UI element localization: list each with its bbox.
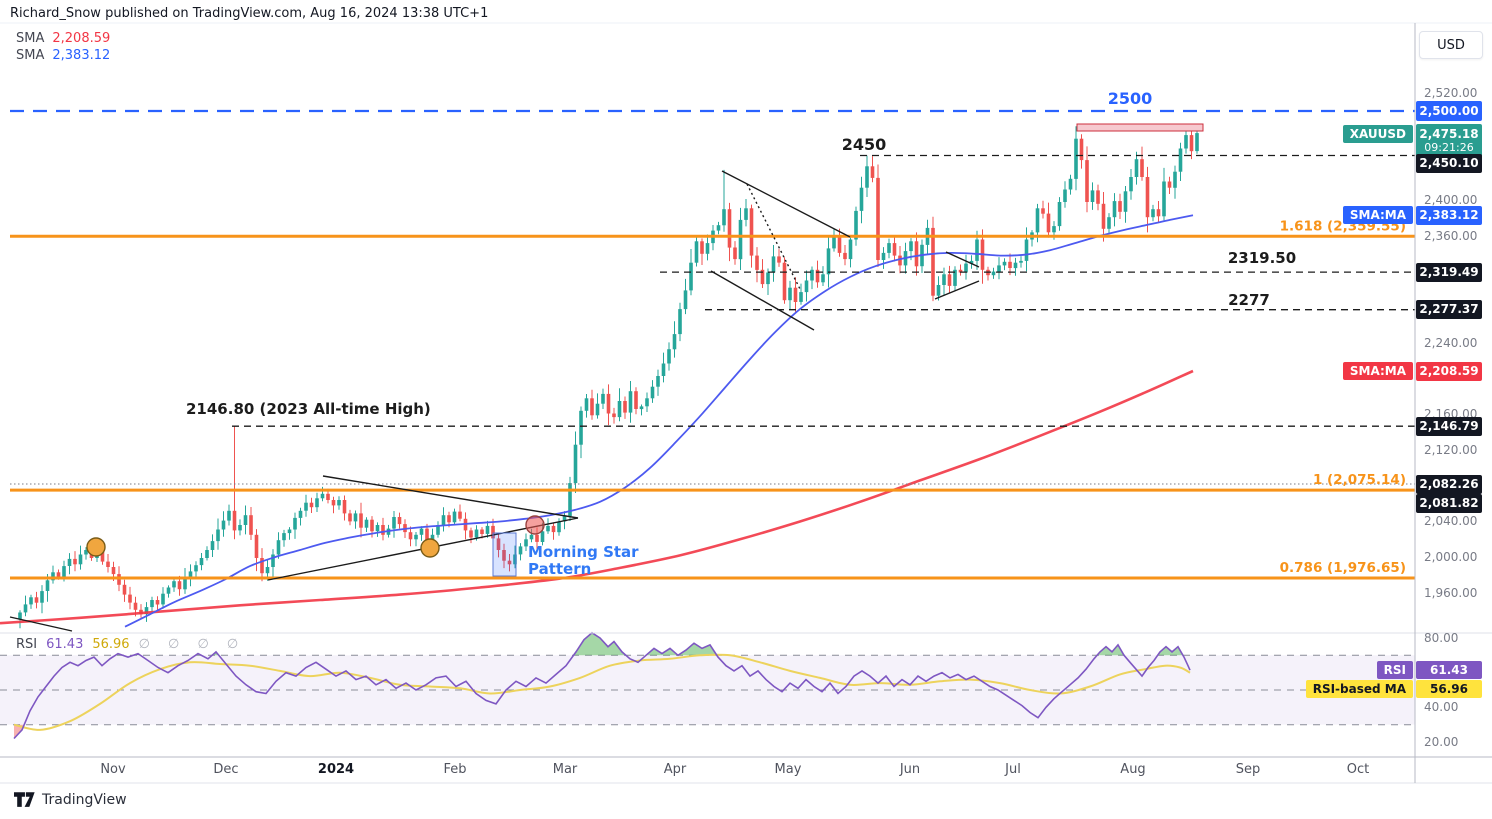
annotation-text: 2500	[1108, 89, 1153, 108]
sma-200-value: 2,208.59	[52, 31, 111, 46]
price-axis-label: 2,400.00	[1424, 193, 1478, 207]
time-axis[interactable]: Nov Dec 2024 Feb Mar Apr May Jun Jul Aug Sep Oct	[0, 757, 1415, 783]
time-axis-label: Jul	[1005, 762, 1021, 777]
price-axis-label: 1,960.00	[1424, 586, 1478, 600]
circle-marker	[86, 537, 106, 557]
time-axis-label: Sep	[1235, 762, 1261, 777]
trendline	[945, 251, 980, 268]
time-axis-label: Mar	[552, 762, 578, 777]
price-axis-label: 2,520.00	[1424, 86, 1478, 100]
price-axis-badge: 2,500.00	[1416, 101, 1482, 121]
circle-marker	[420, 538, 440, 558]
moving-averages-layer	[0, 214, 1194, 628]
fib-levels-layer[interactable]: 1.618 (2,359.55)1 (2,075.14)0.786 (1,976…	[10, 218, 1415, 580]
time-axis-label: 2024	[317, 762, 355, 777]
annotation-text: Pattern	[528, 560, 591, 578]
watermark-label: TradingView	[42, 792, 127, 808]
pane-separators	[0, 22, 1492, 784]
sma-label: SMA	[16, 31, 45, 46]
time-axis-label: Jun	[899, 762, 921, 777]
rsi-ma-value: 56.96	[92, 637, 130, 652]
indicator-legend: SMA 2,208.59 SMA 2,383.12	[16, 30, 110, 64]
price-axis-badge: 2,082.26	[1416, 475, 1482, 494]
price-axis-label: 2,040.00	[1424, 514, 1478, 528]
rsi-axis-label: 80.00	[1424, 631, 1459, 645]
annotation-text: 2450	[842, 135, 887, 154]
price-axis-badge: 2,146.79	[1416, 417, 1482, 436]
trendline	[710, 270, 815, 331]
rsi-axis-label: 20.00	[1424, 735, 1459, 749]
currency-toggle-button[interactable]: USD	[1419, 31, 1483, 59]
annotation-text: 2319.50	[1228, 249, 1296, 267]
legend-sma-50[interactable]: SMA 2,383.12	[16, 47, 110, 64]
series-label-badge: XAUUSD	[1342, 125, 1413, 143]
annotations-layer[interactable]: 2500 2450 2319.50 2277 2146.80 (2023 All-tim…	[86, 89, 1296, 578]
sma-50-value: 2,383.12	[52, 48, 111, 63]
series-label-badge: SMA:MA	[1342, 206, 1413, 224]
rsi-value: 61.43	[46, 637, 84, 652]
rsi-label: RSI	[16, 637, 38, 652]
trendline	[934, 280, 980, 300]
time-axis-label: Aug	[1120, 762, 1146, 777]
tradingview-watermark[interactable]: TradingView	[14, 791, 127, 809]
rsi-pane	[0, 631, 1415, 740]
price-axis-badge: 2,081.82	[1416, 494, 1482, 513]
series-label-badge: SMA:MA	[1342, 362, 1413, 380]
time-axis-label: Nov	[100, 762, 126, 777]
time-axis-label: May	[774, 762, 802, 777]
time-axis-label: Apr	[663, 762, 687, 777]
price-axis-label: 2,360.00	[1424, 229, 1478, 243]
price-axis-badge: 2,208.59	[1416, 362, 1482, 381]
sma-label: SMA	[16, 48, 45, 63]
price-axis-badge: 2,277.37	[1416, 300, 1482, 319]
price-axis-label: 2,120.00	[1424, 443, 1478, 457]
price-axis[interactable]: USD 2,520.00 2,400.00 2,360.00 2,240.00 2,16…	[1415, 0, 1492, 783]
publish-header: Richard_Snow published on TradingView.co…	[10, 6, 489, 21]
fib-label: 1 (2,075.14)	[1313, 472, 1406, 488]
rsi-ma-line	[13, 653, 1191, 731]
trendline	[9, 616, 73, 632]
price-axis-badge: 56.96	[1416, 680, 1482, 698]
price-axis-badge: 61.43	[1416, 661, 1482, 679]
annotation-text: 2277	[1228, 291, 1270, 309]
resistance-zone	[1076, 123, 1204, 132]
price-axis-label: 2,000.00	[1424, 550, 1478, 564]
trendline	[322, 475, 579, 519]
rsi-empty-params: ∅ ∅ ∅ ∅	[138, 637, 246, 652]
circle-marker	[525, 515, 545, 535]
annotation-text: 2146.80 (2023 All-time High)	[186, 400, 431, 418]
trendline	[721, 170, 851, 238]
morning-star-zone	[492, 532, 517, 577]
legend-sma-200[interactable]: SMA 2,208.59	[16, 30, 110, 47]
price-axis-badge: 2,319.49	[1416, 263, 1482, 282]
time-axis-label: Oct	[1346, 762, 1370, 777]
time-axis-label: Feb	[443, 762, 467, 777]
price-levels-layer[interactable]	[10, 109, 1415, 485]
rsi-legend[interactable]: RSI 61.43 56.96 ∅ ∅ ∅ ∅	[16, 637, 245, 652]
rsi-line	[13, 631, 1191, 740]
time-axis-label: Dec	[213, 762, 239, 777]
fib-label: 0.786 (1,976.65)	[1280, 560, 1406, 576]
tradingview-logo-icon	[14, 792, 35, 807]
price-axis-badge: 2,383.12	[1416, 206, 1482, 225]
rsi-axis-label: 40.00	[1424, 700, 1459, 714]
price-axis-label: 2,240.00	[1424, 336, 1478, 350]
series-label-badge: RSI-based MA	[1305, 680, 1413, 698]
annotation-text: Morning Star	[528, 543, 639, 561]
series-label-badge: RSI	[1376, 661, 1413, 679]
price-axis-badge: 2,450.10	[1416, 154, 1482, 173]
